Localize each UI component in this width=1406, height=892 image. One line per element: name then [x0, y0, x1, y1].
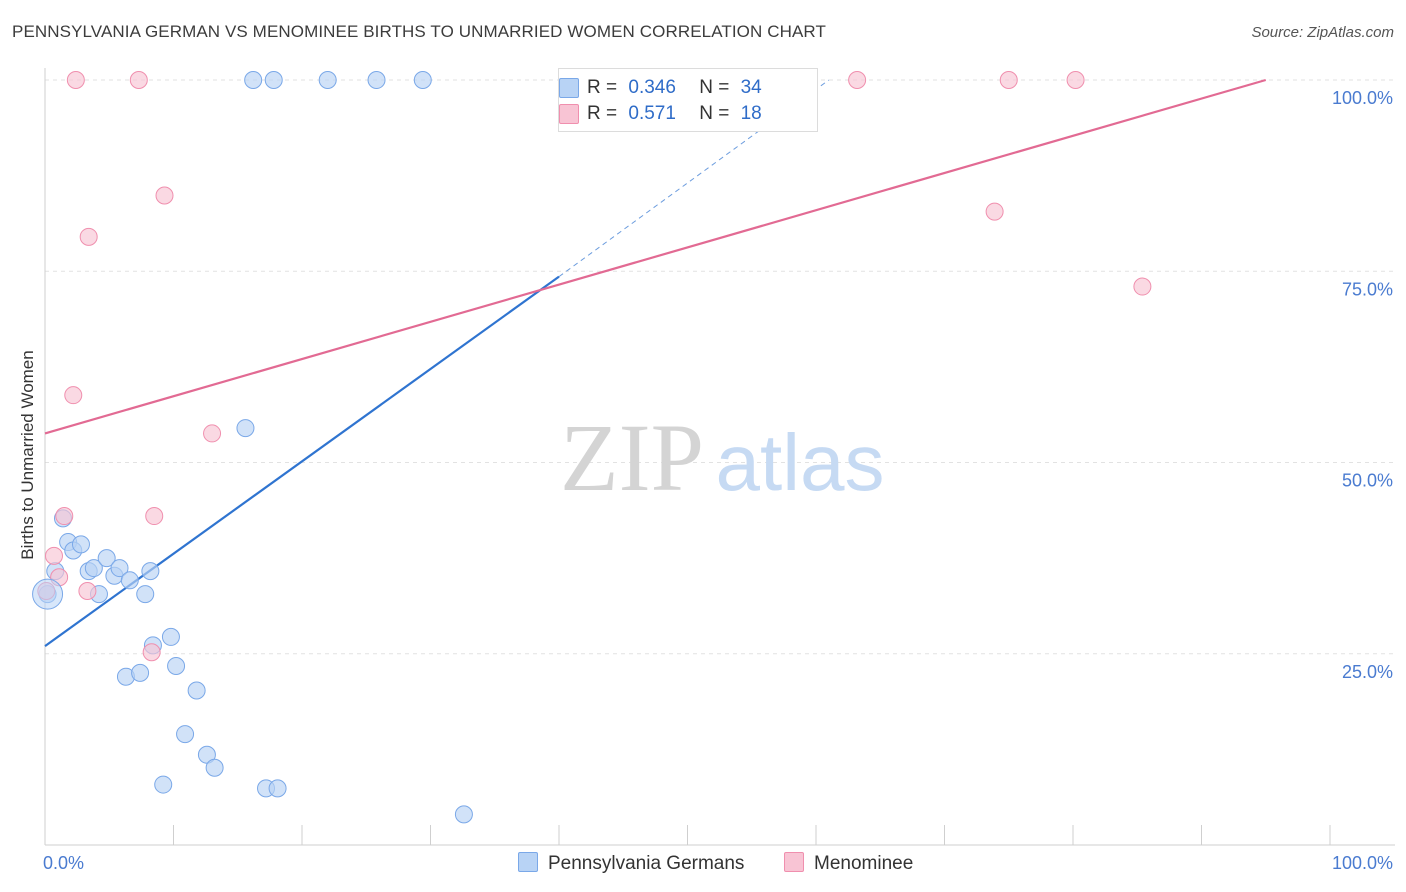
- trend-line: [44, 275, 560, 647]
- legend-swatch-pink: [784, 852, 804, 872]
- legend-n-label: N =: [699, 103, 730, 124]
- legend-row-menominee: R = 0.571 N = 18: [559, 103, 762, 127]
- data-point: [985, 202, 1004, 221]
- x-tick-labels: 0.0% 100.0%: [43, 853, 1393, 873]
- data-point: [318, 71, 337, 89]
- data-point: [32, 578, 64, 610]
- data-point: [367, 71, 386, 89]
- legend-swatch-blue: [518, 852, 538, 872]
- watermark-zip: ZIP: [560, 404, 704, 511]
- data-point: [66, 71, 85, 89]
- legend-item-menominee: Menominee: [784, 852, 913, 875]
- data-point: [187, 681, 206, 700]
- trend-lines: [44, 78, 1267, 647]
- data-point: [79, 227, 98, 246]
- legend-label: Pennsylvania Germans: [548, 853, 745, 874]
- legend-row-pennsylvania-germans: R = 0.346 N = 34: [559, 77, 762, 101]
- y-tick-label: 75.0%: [1342, 279, 1393, 299]
- watermark-atlas: atlas: [716, 418, 885, 507]
- x-tick-label: 0.0%: [43, 853, 84, 873]
- stats-legend: R = 0.346 N = 34 R = 0.571 N = 18: [558, 68, 818, 132]
- data-point: [176, 725, 195, 744]
- watermark: ZIP atlas: [560, 404, 884, 511]
- data-point: [1066, 71, 1085, 89]
- data-point: [161, 627, 180, 646]
- legend-r-label: R =: [587, 77, 618, 98]
- data-point: [84, 559, 103, 578]
- data-point: [44, 546, 63, 565]
- trend-line-extension: [558, 79, 830, 278]
- y-tick-label: 50.0%: [1342, 471, 1393, 491]
- legend-label: Menominee: [814, 853, 914, 874]
- axes: [44, 68, 1395, 846]
- data-point: [145, 507, 164, 526]
- legend-swatch-blue: [559, 78, 579, 98]
- data-point: [55, 507, 74, 526]
- data-point: [167, 656, 186, 675]
- data-point: [154, 775, 173, 794]
- data-point: [141, 562, 160, 581]
- data-point: [236, 419, 255, 438]
- data-point: [205, 758, 224, 777]
- data-point: [120, 571, 139, 590]
- data-point: [129, 71, 148, 89]
- source-label: Source: ZipAtlas.com: [1251, 24, 1394, 41]
- data-point: [454, 805, 473, 824]
- legend-r-value: 0.346: [628, 77, 676, 98]
- legend-n-label: N =: [699, 77, 730, 98]
- data-point: [268, 779, 287, 798]
- y-tick-label: 100.0%: [1332, 88, 1393, 108]
- data-point: [1133, 277, 1152, 296]
- data-point: [71, 535, 90, 554]
- y-axis-label: Births to Unmarried Women: [18, 350, 37, 559]
- x-tick-label: 100.0%: [1332, 853, 1393, 873]
- trend-line: [44, 78, 1267, 435]
- data-point: [64, 386, 83, 405]
- legend-r-label: R =: [587, 103, 618, 124]
- data-point: [413, 71, 432, 89]
- legend-r-value: 0.571: [628, 103, 676, 124]
- data-point: [264, 71, 283, 89]
- data-point: [78, 582, 97, 601]
- data-point: [142, 643, 161, 662]
- data-point: [131, 663, 150, 682]
- legend-item-pennsylvania-germans: Pennsylvania Germans: [518, 852, 744, 875]
- data-point: [155, 186, 174, 205]
- data-point: [97, 549, 116, 568]
- data-point: [244, 71, 263, 89]
- chart-title: PENNSYLVANIA GERMAN VS MENOMINEE BIRTHS …: [12, 22, 826, 41]
- grid-lines: [45, 79, 1395, 655]
- y-tick-labels: 25.0% 50.0% 75.0% 100.0%: [1332, 88, 1393, 682]
- data-point: [999, 71, 1018, 89]
- legend-n-value: 18: [740, 103, 762, 124]
- data-points: [32, 71, 1152, 824]
- legend-swatch-pink: [559, 104, 579, 124]
- data-point: [110, 559, 129, 578]
- data-point: [848, 71, 867, 89]
- data-point: [136, 585, 155, 604]
- data-point: [203, 424, 222, 443]
- legend-n-value: 34: [740, 77, 762, 98]
- y-tick-label: 25.0%: [1342, 662, 1393, 682]
